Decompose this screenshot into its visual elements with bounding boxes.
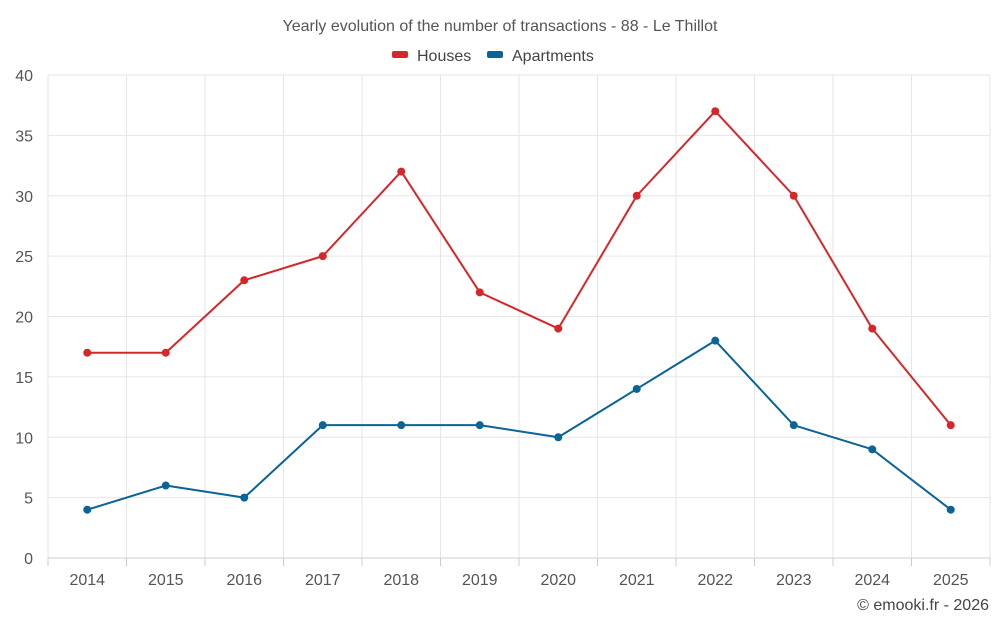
data-point-houses[interactable] [161, 348, 170, 357]
data-point-houses[interactable] [318, 252, 327, 261]
data-point-apartments[interactable] [554, 433, 563, 442]
legend: Houses Apartments [392, 48, 594, 65]
data-point-houses[interactable] [946, 421, 955, 430]
x-tick-label: 2022 [697, 572, 733, 589]
y-axis-ticks: 0 5 10 15 20 25 30 35 40 [15, 68, 33, 568]
axes [47, 557, 991, 566]
data-point-apartments[interactable] [475, 421, 484, 430]
data-point-apartments[interactable] [711, 336, 720, 345]
x-tick-label: 2016 [226, 572, 262, 589]
x-tick-label: 2018 [383, 572, 419, 589]
y-tick-label: 35 [15, 128, 33, 145]
x-tick-label: 2021 [619, 572, 655, 589]
data-point-houses[interactable] [397, 167, 406, 176]
chart-title: Yearly evolution of the number of transa… [283, 18, 718, 35]
x-axis-ticks: 2014 2015 2016 2017 2018 2019 2020 2021 2022 2023… [69, 572, 968, 589]
y-tick-label: 0 [24, 551, 33, 568]
x-tick-label: 2024 [854, 572, 890, 589]
series-houses [83, 107, 955, 430]
x-tick-label: 2019 [462, 572, 498, 589]
legend-item-houses[interactable]: Houses [392, 48, 471, 65]
data-point-houses[interactable] [632, 191, 641, 200]
x-tick-label: 2015 [148, 572, 184, 589]
series-apartments [83, 336, 955, 514]
x-tick-label: 2023 [776, 572, 812, 589]
data-point-apartments[interactable] [397, 421, 406, 430]
y-tick-label: 15 [15, 370, 33, 387]
data-point-apartments[interactable] [240, 493, 249, 502]
y-tick-label: 40 [15, 68, 33, 85]
x-tick-label: 2025 [933, 572, 969, 589]
series [83, 107, 955, 514]
y-tick-label: 25 [15, 249, 33, 266]
data-point-apartments[interactable] [161, 481, 170, 490]
legend-label-apartments: Apartments [512, 48, 594, 65]
legend-item-apartments[interactable]: Apartments [487, 48, 594, 65]
data-point-apartments[interactable] [318, 421, 327, 430]
y-tick-label: 30 [15, 189, 33, 206]
data-point-houses[interactable] [554, 324, 563, 333]
y-tick-label: 10 [15, 430, 33, 447]
credit-text: © emooki.fr - 2026 [857, 597, 989, 614]
data-point-houses[interactable] [711, 107, 720, 116]
x-tick-label: 2020 [540, 572, 576, 589]
data-point-apartments[interactable] [632, 384, 641, 393]
data-point-apartments[interactable] [83, 505, 92, 514]
x-tick-label: 2014 [69, 572, 105, 589]
data-point-apartments[interactable] [789, 421, 798, 430]
legend-swatch-apartments [487, 51, 503, 58]
x-tick-label: 2017 [305, 572, 341, 589]
data-point-houses[interactable] [475, 288, 484, 297]
legend-label-houses: Houses [417, 48, 471, 65]
y-tick-label: 20 [15, 310, 33, 327]
legend-swatch-houses [392, 51, 408, 58]
gridlines [47, 74, 991, 558]
data-point-apartments[interactable] [868, 445, 877, 454]
data-point-houses[interactable] [240, 276, 249, 285]
y-tick-label: 5 [24, 491, 33, 508]
data-point-houses[interactable] [868, 324, 877, 333]
data-point-apartments[interactable] [946, 505, 955, 514]
series-line-houses [87, 110, 952, 426]
data-point-houses[interactable] [83, 348, 92, 357]
data-point-houses[interactable] [789, 191, 798, 200]
series-line-apartments [86, 339, 952, 511]
